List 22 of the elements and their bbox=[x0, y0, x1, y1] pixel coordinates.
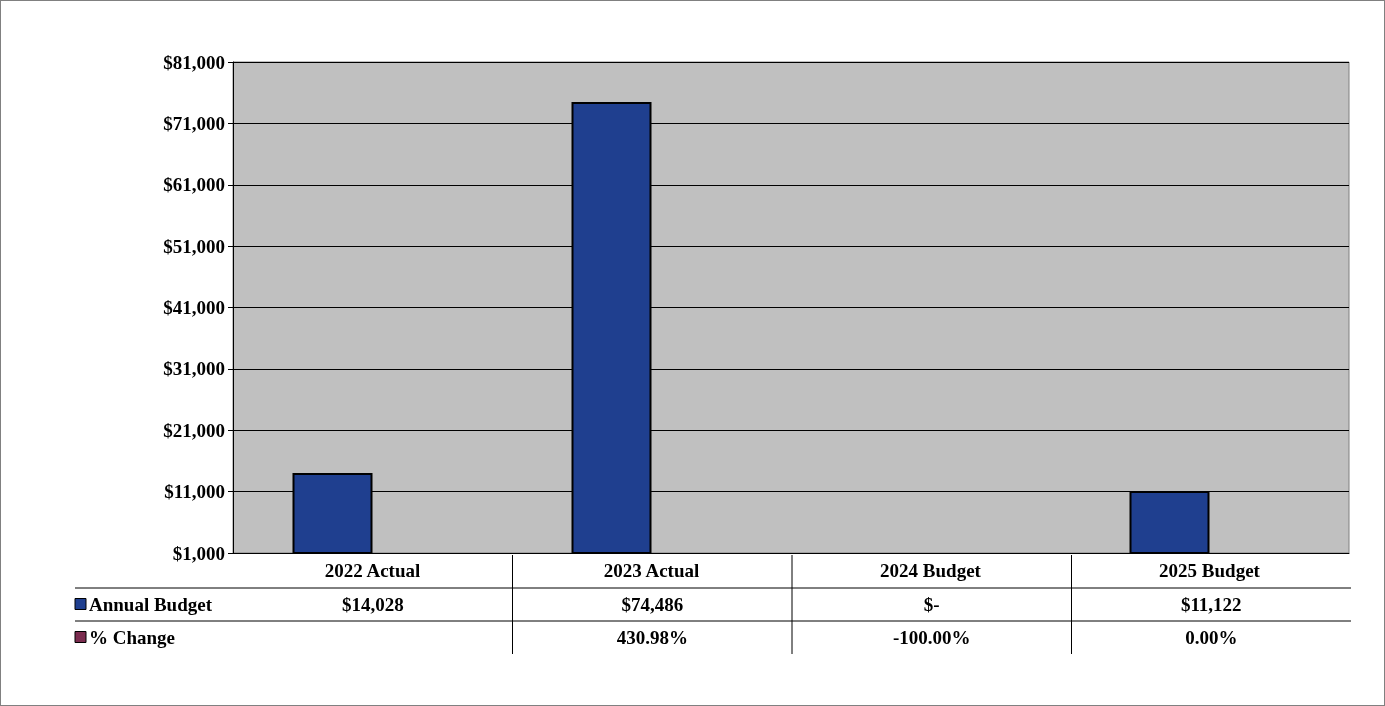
y-tick-label: $41,000 bbox=[163, 297, 225, 318]
y-tick-label: $81,000 bbox=[163, 51, 225, 73]
y-tick-label: $1,000 bbox=[172, 542, 225, 564]
data-label: $74,486 bbox=[621, 594, 684, 615]
x-tick-label: 2023 Actual bbox=[603, 560, 700, 581]
text: 430.98% bbox=[616, 627, 688, 648]
y-tick-label: $51,000 bbox=[163, 235, 225, 257]
text: $- bbox=[923, 594, 940, 615]
x-tick-label: 2022 Actual bbox=[324, 560, 421, 581]
legend-label: Annual Budget bbox=[89, 594, 213, 615]
text: -100.00% bbox=[892, 627, 971, 648]
data-label: $14,028 bbox=[341, 594, 404, 615]
y-tick-label: $31,000 bbox=[163, 358, 225, 380]
x-tick-label: 2025 Budget bbox=[1159, 560, 1261, 581]
y-tick-label: $11,000 bbox=[164, 481, 225, 503]
y-tick-label: $21,000 bbox=[163, 419, 225, 441]
y-tick-label: $71,000 bbox=[163, 112, 225, 134]
text: 0.00% bbox=[1185, 627, 1238, 648]
legend-label: % Change bbox=[89, 627, 176, 648]
x-tick-label: 2024 Budget bbox=[880, 560, 982, 581]
data-label: $11,122 bbox=[1180, 594, 1242, 615]
y-tick-label: $61,000 bbox=[163, 174, 225, 196]
